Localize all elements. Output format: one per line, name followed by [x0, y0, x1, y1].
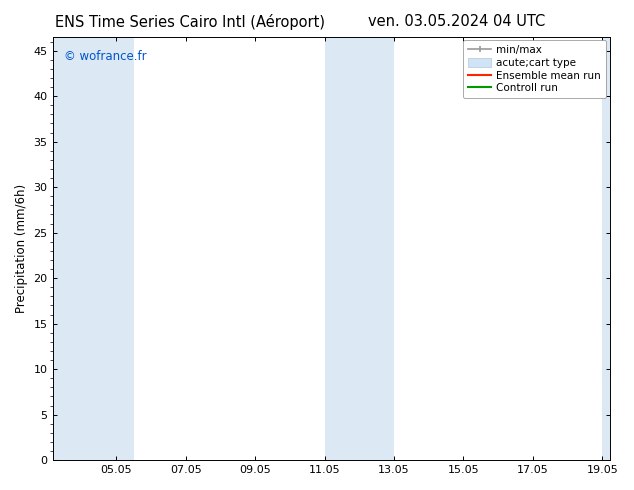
Y-axis label: Precipitation (mm/6h): Precipitation (mm/6h) — [15, 184, 28, 313]
Bar — [325, 37, 394, 460]
Text: ven. 03.05.2024 04 UTC: ven. 03.05.2024 04 UTC — [368, 14, 545, 29]
Text: ENS Time Series Cairo Intl (Aéroport): ENS Time Series Cairo Intl (Aéroport) — [55, 14, 325, 30]
Bar — [53, 37, 134, 460]
Text: © wofrance.fr: © wofrance.fr — [63, 50, 146, 63]
Legend: min/max, acute;cart type, Ensemble mean run, Controll run: min/max, acute;cart type, Ensemble mean … — [463, 40, 607, 98]
Bar — [602, 37, 609, 460]
